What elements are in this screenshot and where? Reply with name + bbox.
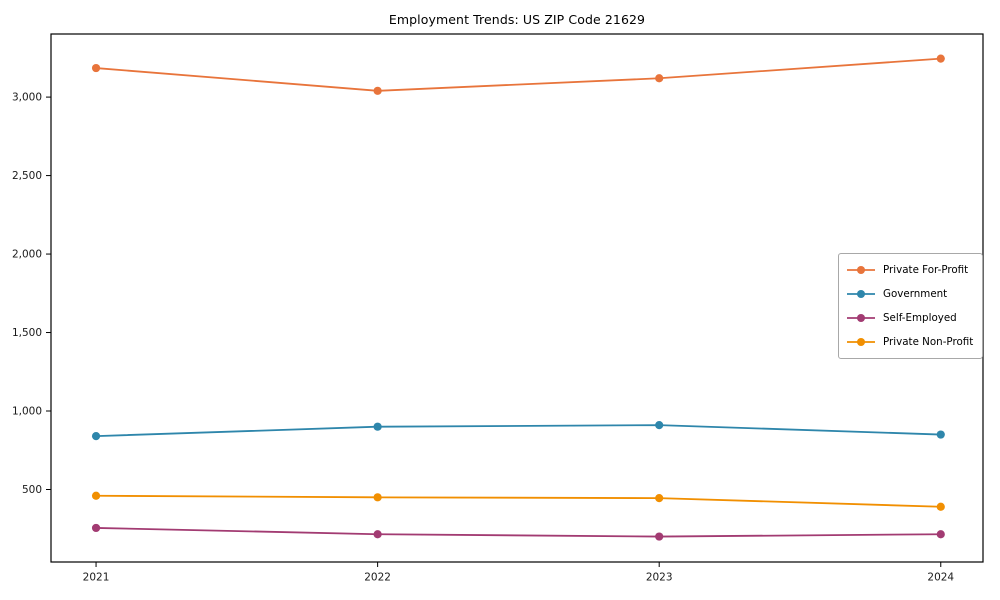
legend-label: Government (883, 288, 948, 300)
point-government-2021 (91, 432, 101, 441)
legend-item-private-non-profit: Private Non-Profit (846, 330, 974, 354)
point-self-employed-2022 (373, 530, 382, 539)
point-private-non-profit-2021 (91, 491, 101, 500)
x-tick-label: 2022 (364, 572, 391, 584)
legend-item-self-employed: Self-Employed (846, 306, 974, 330)
legend-swatch-self-employed (847, 314, 875, 322)
y-tick-label: 1,500 (12, 327, 42, 339)
point-private-non-profit-2023 (655, 494, 664, 503)
x-tick-label: 2021 (83, 572, 110, 584)
point-private-for-profit-2022 (373, 86, 382, 95)
point-private-for-profit-2024 (936, 54, 945, 63)
legend-label: Private For-Profit (883, 264, 969, 276)
series-line-self-employed (95, 527, 942, 538)
legend: Private For-Profit Government Self-Employe… (838, 253, 983, 359)
point-government-2024 (936, 430, 945, 439)
y-tick-label: 2,500 (12, 170, 42, 182)
y-tick-label: 2,000 (12, 249, 42, 261)
legend-swatch-private-for-profit (847, 266, 875, 274)
series-line-private-for-profit (95, 57, 942, 92)
series-line-private-non-profit (95, 494, 942, 508)
point-self-employed-2023 (655, 532, 664, 541)
point-private-non-profit-2024 (936, 502, 945, 511)
point-private-non-profit-2022 (373, 493, 382, 502)
y-tick-label: 1,000 (12, 406, 42, 418)
point-government-2022 (373, 422, 382, 431)
point-private-for-profit-2023 (655, 74, 664, 83)
x-tick-label: 2024 (927, 572, 954, 584)
legend-swatch-government (847, 290, 875, 298)
legend-item-government: Government (846, 282, 974, 306)
legend-label: Private Non-Profit (883, 336, 974, 348)
legend-swatch-private-non-profit (847, 338, 875, 346)
x-tick-label: 2023 (646, 572, 673, 584)
point-private-for-profit-2021 (91, 63, 101, 73)
legend-item-private-for-profit: Private For-Profit (846, 258, 974, 282)
y-tick-label: 500 (22, 484, 42, 496)
point-government-2023 (655, 421, 664, 430)
y-tick-label: 3,000 (12, 92, 42, 104)
point-self-employed-2021 (91, 523, 101, 533)
plot-spines (50, 33, 984, 563)
series-line-government (95, 424, 942, 438)
point-self-employed-2024 (936, 530, 945, 539)
legend-label: Self-Employed (883, 312, 957, 324)
chart-title: Employment Trends: US ZIP Code 21629 (388, 12, 646, 27)
